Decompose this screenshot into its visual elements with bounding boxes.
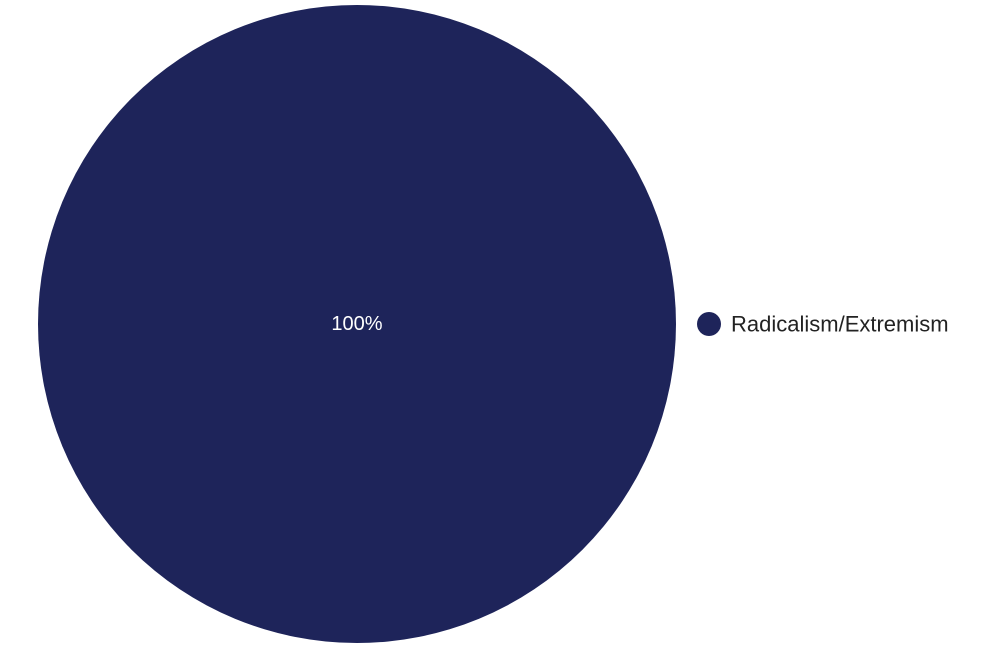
legend-marker: [697, 312, 721, 336]
legend: Radicalism/Extremism: [697, 312, 949, 337]
slice-labels: 100%: [331, 313, 382, 335]
pie-slice: [38, 5, 676, 643]
legend-label: Radicalism/Extremism: [731, 312, 949, 337]
pie-slices: [38, 5, 676, 643]
slice-value-label: 100%: [331, 313, 382, 335]
